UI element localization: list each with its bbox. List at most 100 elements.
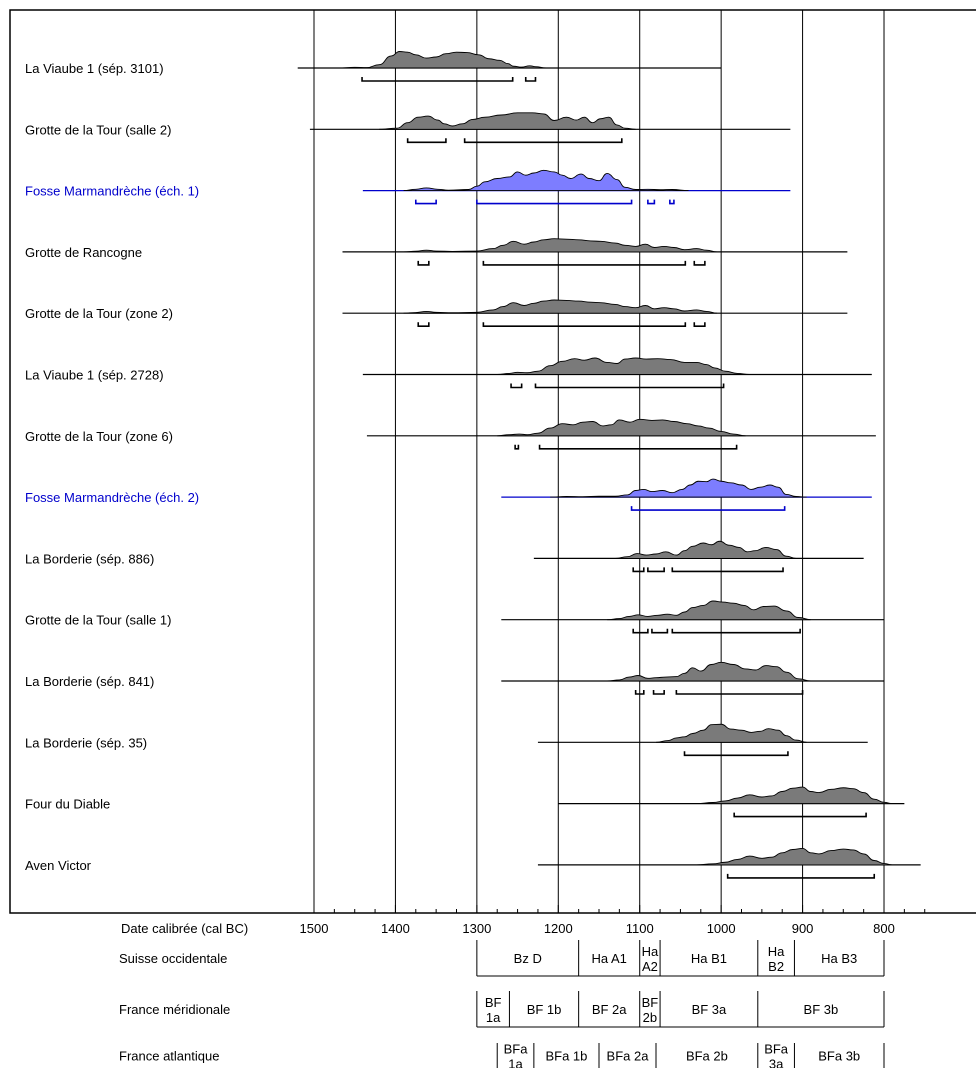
period-label: BF 3a — [692, 1002, 727, 1017]
series-label: Grotte de la Tour (salle 1) — [25, 613, 171, 628]
interval-bracket — [630, 506, 786, 511]
period-label: Bz D — [514, 951, 542, 966]
density-curve — [497, 357, 750, 375]
series-label: Grotte de la Tour (zone 6) — [25, 429, 173, 444]
series-label: La Borderie (sép. 35) — [25, 735, 147, 750]
period-label: 1a — [486, 1010, 501, 1025]
interval-bracket — [652, 690, 665, 695]
density-curve — [403, 238, 718, 253]
series-6: Grotte de la Tour (zone 6) — [25, 418, 876, 450]
density-curve — [403, 299, 718, 314]
chronology-name: France méridionale — [119, 1002, 230, 1017]
interval-bracket — [414, 199, 437, 205]
interval-bracket — [647, 199, 656, 205]
tick-label: 1400 — [381, 921, 410, 936]
interval-bracket — [514, 444, 520, 450]
series-9: Grotte de la Tour (salle 1) — [25, 600, 885, 634]
interval-bracket — [463, 138, 623, 144]
period-label: BF 2a — [592, 1002, 627, 1017]
interval-bracket — [417, 322, 430, 327]
density-curve — [338, 51, 547, 69]
series-label: Aven Victor — [25, 858, 92, 873]
period-label: Ha B1 — [691, 951, 727, 966]
interval-bracket — [361, 77, 514, 82]
series-label: La Viaube 1 (sép. 3101) — [25, 61, 164, 76]
series-label: Grotte de Rancogne — [25, 245, 142, 260]
interval-bracket — [632, 628, 649, 634]
series-10: La Borderie (sép. 841) — [25, 661, 885, 695]
period-label: BFa 2b — [686, 1049, 728, 1064]
x-axis-label: Date calibrée (cal BC) — [121, 921, 248, 936]
chronology-name: France atlantique — [119, 1049, 219, 1064]
period-label: BF — [485, 995, 502, 1010]
interval-bracket — [693, 260, 706, 266]
interval-bracket — [651, 628, 669, 634]
series-group: La Viaube 1 (sép. 3101) Grotte de la Tour… — [25, 51, 921, 879]
series-2: Fosse Marmandrèche (éch. 1) — [25, 169, 791, 205]
period-label: Ha A1 — [591, 951, 626, 966]
series-label: Grotte de la Tour (salle 2) — [25, 122, 171, 137]
series-13: Aven Victor — [25, 847, 921, 879]
interval-bracket — [524, 77, 537, 82]
density-curve — [696, 786, 893, 805]
period-label: Ha — [642, 944, 659, 959]
period-label: BFa 1b — [545, 1049, 587, 1064]
series-label: Four du Diable — [25, 797, 110, 812]
series-11: La Borderie (sép. 35) — [25, 723, 868, 757]
tick-label: 1100 — [626, 921, 654, 936]
period-label: BF — [642, 995, 659, 1010]
tick-label: 800 — [873, 921, 895, 936]
interval-bracket — [476, 199, 633, 205]
series-label: La Borderie (sép. 841) — [25, 674, 154, 689]
period-label: B2 — [768, 959, 784, 974]
period-label: BFa 3b — [818, 1049, 860, 1064]
period-label: BFa — [504, 1042, 529, 1057]
tick-label: 1000 — [707, 921, 736, 936]
period-label: BF 3b — [804, 1002, 839, 1017]
chronology-name: Suisse occidentale — [119, 951, 227, 966]
period-label: 1a — [508, 1057, 523, 1068]
density-curve — [497, 418, 746, 437]
interval-bracket — [482, 322, 687, 327]
tick-label: 1300 — [462, 921, 491, 936]
series-7: Fosse Marmandrèche (éch. 2) — [25, 478, 872, 511]
density-curve — [615, 540, 797, 559]
x-axis: 1500 1400 1300 1200 1100 1000 900 800 Date calib… — [121, 905, 926, 936]
series-12: Four du Diable — [25, 786, 905, 818]
interval-bracket — [417, 260, 430, 266]
density-curve — [656, 723, 807, 743]
plot-frame — [9, 9, 976, 914]
series-3: Grotte de Rancogne — [25, 238, 848, 266]
interval-bracket — [406, 138, 447, 144]
tick-label: 1200 — [544, 921, 573, 936]
series-label: La Viaube 1 (sép. 2728) — [25, 368, 164, 383]
interval-bracket — [482, 260, 687, 266]
interval-bracket — [669, 199, 675, 205]
interval-bracket — [671, 628, 801, 634]
tick-label: 1500 — [300, 921, 329, 936]
period-label: Ha B3 — [821, 951, 857, 966]
interval-bracket — [693, 322, 706, 327]
period-label: BF 1b — [527, 1002, 562, 1017]
interval-bracket — [647, 567, 665, 573]
series-8: La Borderie (sép. 886) — [25, 540, 864, 573]
density-curve — [696, 847, 893, 866]
density-curve — [550, 478, 807, 498]
interval-bracket — [675, 690, 804, 695]
density-curve — [607, 600, 811, 621]
interval-bracket — [726, 873, 876, 879]
interval-bracket — [634, 690, 645, 695]
series-1: Grotte de la Tour (salle 2) — [25, 112, 791, 144]
interval-bracket — [733, 812, 867, 818]
series-label: Fosse Marmandrèche (éch. 2) — [25, 490, 199, 505]
interval-bracket — [510, 383, 523, 389]
series-5: La Viaube 1 (sép. 2728) — [25, 357, 872, 389]
period-label: Ha — [768, 944, 785, 959]
density-curve — [607, 661, 811, 682]
interval-bracket — [632, 567, 645, 573]
series-label: La Borderie (sép. 886) — [25, 551, 154, 566]
